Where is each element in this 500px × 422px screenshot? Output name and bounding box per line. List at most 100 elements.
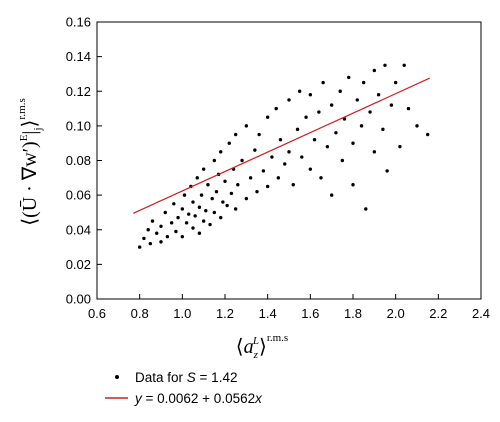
data-point xyxy=(270,155,274,159)
data-point xyxy=(219,150,223,154)
data-point xyxy=(148,241,153,246)
data-point xyxy=(398,144,402,149)
data-point xyxy=(150,219,155,223)
data-point xyxy=(308,167,313,171)
data-point xyxy=(225,203,229,208)
data-point xyxy=(197,205,202,209)
data-point xyxy=(165,234,170,239)
data-point xyxy=(291,183,295,187)
data-point xyxy=(236,183,240,187)
data-point xyxy=(182,193,187,197)
data-point xyxy=(342,117,347,121)
data-point xyxy=(295,127,300,132)
data-point xyxy=(425,132,430,137)
data-point xyxy=(325,144,330,149)
x-axis-label: ⟨azL⟩r.m.s xyxy=(236,332,288,361)
x-axis-label-text: ⟨azL⟩r.m.s xyxy=(236,332,288,361)
legend-label-fit: y = 0.0062 + 0.0562x xyxy=(134,391,263,406)
y-tick-label: 0.14 xyxy=(66,49,91,64)
data-point xyxy=(199,193,204,197)
data-point xyxy=(208,222,212,227)
data-point xyxy=(321,80,325,85)
data-point xyxy=(214,189,219,194)
y-tick-label: 0.04 xyxy=(66,222,91,237)
data-point xyxy=(376,93,381,97)
y-tick-label: 0.02 xyxy=(66,257,91,272)
x-tick-label: 1.8 xyxy=(344,306,362,321)
data-point xyxy=(253,148,257,152)
legend-marker-scatter xyxy=(115,375,119,379)
data-point xyxy=(278,138,283,142)
data-point xyxy=(340,158,345,163)
fit-line xyxy=(133,77,431,214)
data-point xyxy=(197,231,202,235)
data-point xyxy=(265,184,270,189)
x-tick-label: 0.6 xyxy=(88,306,106,321)
data-point xyxy=(372,68,377,73)
data-point xyxy=(389,103,394,107)
data-point xyxy=(212,158,217,163)
data-point xyxy=(317,110,321,114)
x-tick-label: 2.2 xyxy=(429,306,447,321)
data-point xyxy=(174,229,178,234)
data-point xyxy=(274,106,278,111)
data-point xyxy=(329,103,334,107)
data-point xyxy=(381,127,385,132)
data-point xyxy=(223,179,227,183)
data-point xyxy=(240,158,244,163)
data-point xyxy=(212,210,217,215)
data-point xyxy=(204,209,208,213)
y-axis-label: ⟨(Ū · ∇w′)E|j⟩r.m.s xyxy=(16,98,44,225)
data-point xyxy=(265,115,270,119)
legend: Data for S = 1.42 y = 0.0062 + 0.0562x xyxy=(105,370,263,406)
data-point xyxy=(297,89,302,93)
legend-label-scatter: Data for S = 1.42 xyxy=(135,370,237,385)
data-point xyxy=(233,207,238,211)
data-point xyxy=(191,226,195,230)
data-point xyxy=(184,221,189,225)
data-point xyxy=(193,214,197,218)
data-point xyxy=(244,124,249,128)
data-point xyxy=(146,228,150,232)
data-point xyxy=(172,202,176,206)
data-point xyxy=(364,207,368,211)
data-point xyxy=(287,150,291,154)
data-point xyxy=(187,212,191,216)
data-point xyxy=(368,110,372,114)
data-point xyxy=(283,162,287,166)
data-point xyxy=(257,132,261,137)
data-point xyxy=(195,176,199,180)
x-tick-label: 1.2 xyxy=(216,306,234,321)
data-point xyxy=(233,132,238,137)
x-tick-label: 1.4 xyxy=(259,306,277,321)
data-point xyxy=(227,141,231,145)
data-point xyxy=(176,215,180,220)
x-tick-label: 2.4 xyxy=(472,306,490,321)
y-tick-label: 0.10 xyxy=(66,118,91,133)
data-point xyxy=(338,89,342,93)
data-point xyxy=(180,234,185,239)
data-point xyxy=(201,219,206,223)
data-point xyxy=(261,169,266,173)
data-point xyxy=(276,176,281,180)
data-point xyxy=(355,98,359,102)
data-point xyxy=(351,183,355,187)
data-point xyxy=(206,183,210,187)
data-point xyxy=(383,63,387,67)
data-point xyxy=(155,231,159,235)
x-tick-label: 2.0 xyxy=(387,306,405,321)
data-point xyxy=(334,131,338,135)
data-point xyxy=(359,124,364,128)
data-point xyxy=(385,169,389,173)
y-tick-label: 0.06 xyxy=(66,188,91,203)
y-tick-label: 0.00 xyxy=(66,292,91,307)
data-point xyxy=(221,200,225,204)
data-points xyxy=(137,63,430,249)
data-point xyxy=(255,189,259,194)
y-tick-label: 0.12 xyxy=(66,84,91,99)
x-tick-label: 1.0 xyxy=(173,306,191,321)
y-tick-label: 0.08 xyxy=(66,153,91,168)
data-point xyxy=(229,191,234,196)
data-point xyxy=(163,210,167,215)
